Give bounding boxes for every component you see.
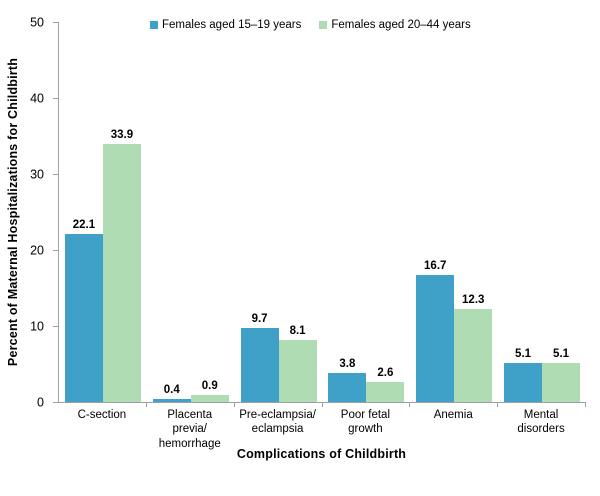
y-tick-mark bbox=[53, 173, 58, 175]
bar: 5.1 bbox=[504, 348, 543, 402]
plot-area: 22.1 33.9 0.4 0.9 9.7 8.1 3.8 2.6 16.7 12.3 5.1 5.1 bbox=[53, 21, 586, 407]
bar: 5.1 bbox=[542, 348, 581, 402]
category-label: C-section bbox=[77, 409, 127, 421]
bar-value-label: 2.6 bbox=[377, 367, 394, 380]
bar-value-label: 16.7 bbox=[424, 260, 447, 273]
legend-label: Females aged 15–19 years bbox=[162, 19, 302, 31]
legend-swatch-icon bbox=[150, 21, 158, 29]
bar-group: 3.8 2.6 bbox=[322, 22, 410, 402]
y-tick-label: 40 bbox=[30, 90, 44, 105]
category-label: Mental disorders bbox=[517, 409, 565, 436]
legend: Females aged 15–19 years Females aged 20–… bbox=[150, 19, 471, 31]
bar: 12.3 bbox=[454, 294, 493, 402]
x-tick-mark bbox=[233, 403, 235, 407]
bar: 3.8 bbox=[328, 358, 367, 402]
bar: 8.1 bbox=[278, 325, 317, 402]
bar-value-label: 33.9 bbox=[110, 129, 134, 142]
legend-entry: Females aged 20–44 years bbox=[319, 19, 471, 31]
bar-value-label: 22.1 bbox=[72, 219, 96, 232]
y-tick-mark bbox=[53, 21, 58, 23]
y-tick-label: 50 bbox=[30, 14, 44, 29]
bar-group: 9.7 8.1 bbox=[235, 22, 323, 402]
y-axis-tick-labels: 0 10 20 30 40 50 bbox=[0, 16, 48, 408]
bar-value-label: 5.1 bbox=[553, 348, 570, 361]
x-tick-mark bbox=[497, 403, 499, 407]
y-tick-mark bbox=[53, 325, 58, 327]
y-tick-mark bbox=[53, 249, 58, 251]
x-axis-title: Complications of Childbirth bbox=[236, 447, 407, 461]
bar-group: 16.7 12.3 bbox=[410, 22, 498, 402]
category-label: Placenta previa/ hemorrhage bbox=[158, 409, 221, 450]
category-label: Pre-eclampsia/ eclampsia bbox=[239, 409, 316, 436]
bar-value-label: 3.8 bbox=[339, 358, 356, 371]
y-tick-label: 0 bbox=[37, 394, 44, 409]
bar-group: 0.4 0.9 bbox=[147, 22, 235, 402]
bar-groups: 22.1 33.9 0.4 0.9 9.7 8.1 3.8 2.6 16.7 12.3 5.1 5.1 bbox=[59, 22, 586, 402]
bar: 33.9 bbox=[102, 129, 141, 402]
legend-swatch-icon bbox=[319, 21, 328, 29]
bar: 9.7 bbox=[240, 313, 279, 402]
bar-value-label: 0.4 bbox=[163, 383, 180, 396]
x-tick-mark bbox=[321, 403, 323, 407]
x-axis-category-labels: C-section Placenta previa/ hemorrhage Pre-… bbox=[58, 408, 585, 451]
bar: 2.6 bbox=[366, 367, 405, 402]
y-tick-mark bbox=[53, 97, 58, 99]
bar-group: 5.1 5.1 bbox=[498, 22, 586, 402]
bar: 16.7 bbox=[416, 260, 455, 402]
legend-entry: Females aged 15–19 years bbox=[150, 19, 301, 31]
x-tick-mark bbox=[145, 403, 147, 407]
y-tick-label: 30 bbox=[30, 166, 44, 181]
bar-value-label: 0.9 bbox=[201, 380, 218, 393]
bar-value-label: 8.1 bbox=[289, 325, 306, 338]
bar: 0.4 bbox=[152, 384, 191, 402]
y-tick-label: 20 bbox=[30, 242, 44, 257]
bar: 22.1 bbox=[64, 219, 103, 402]
y-tick-label: 10 bbox=[30, 318, 44, 333]
category-label: Anemia bbox=[433, 409, 473, 421]
x-tick-mark bbox=[409, 403, 411, 407]
y-tick-mark bbox=[53, 401, 58, 403]
x-tick-mark bbox=[585, 403, 586, 407]
bar-value-label: 9.7 bbox=[251, 313, 268, 326]
bar-value-label: 5.1 bbox=[515, 348, 532, 361]
bar: 0.9 bbox=[190, 380, 229, 402]
bar-group: 22.1 33.9 bbox=[59, 22, 147, 402]
bar-value-label: 12.3 bbox=[462, 293, 485, 306]
category-label: Poor fetal growth bbox=[340, 409, 391, 436]
legend-label: Females aged 20–44 years bbox=[331, 19, 471, 31]
